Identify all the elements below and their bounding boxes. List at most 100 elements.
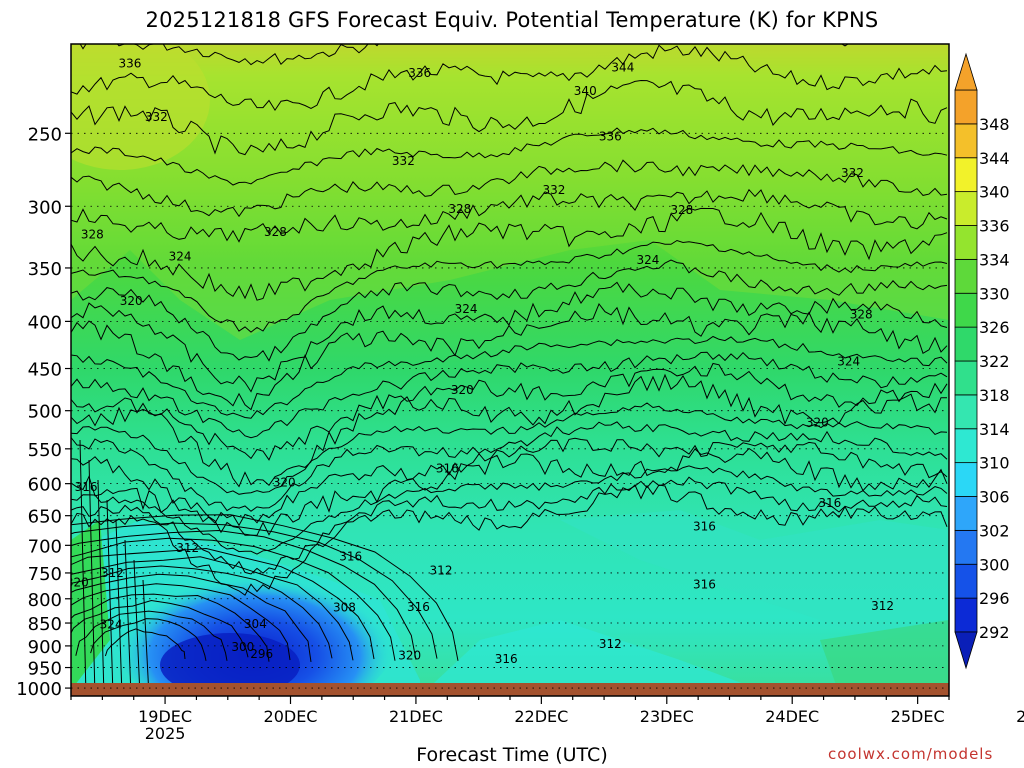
ground-surface <box>71 683 949 696</box>
y-tick-label: 300 <box>28 197 62 218</box>
contour-label: 308 <box>333 601 356 615</box>
isentrope-line <box>71 476 948 575</box>
isentrope-line <box>71 565 333 659</box>
contour-label: 312 <box>430 563 453 577</box>
isentrope-line <box>71 79 948 156</box>
contour-label: 320 <box>806 416 829 430</box>
x-tick-label: 26DEC <box>1016 707 1024 726</box>
colorbar-label: 318 <box>979 386 1010 405</box>
colorbar-swatch <box>954 157 978 193</box>
isentrope-line <box>71 421 948 512</box>
colorbar-label: 344 <box>979 149 1010 168</box>
contour-label: 300 <box>231 640 254 654</box>
contour-label: 344 <box>611 60 634 74</box>
colorbar-swatch <box>954 225 978 260</box>
colorbar-swatch <box>954 462 978 497</box>
y-tick-label: 500 <box>28 402 62 423</box>
isentrope-line <box>79 439 87 696</box>
contour-label: 304 <box>244 617 267 631</box>
contour-lines <box>71 0 948 696</box>
isentrope-line <box>71 593 270 662</box>
colorbar-swatch <box>954 123 978 159</box>
contour-label: 312 <box>101 566 124 580</box>
y-tick-label: 350 <box>28 259 62 280</box>
colorbar-label: 322 <box>979 352 1010 371</box>
x-axis: 19DEC 20DEC 21DEC 22DEC 23DEC 24DEC 25DEC 26DEC… <box>70 696 1024 740</box>
colorbar-label: 292 <box>979 623 1010 642</box>
isentrope-line <box>71 159 948 218</box>
x-tick-label: 23DEC <box>640 707 694 726</box>
isentrope-line <box>71 303 948 411</box>
isentrope-line <box>71 583 291 661</box>
colorbar-swatch <box>954 597 978 633</box>
isentrope-line <box>71 599 249 658</box>
contour-label: 336 <box>599 129 622 143</box>
contour-label: 324 <box>169 249 192 263</box>
colorbar-extend-top <box>954 52 978 91</box>
isentrope-line <box>71 522 438 659</box>
contour-label: 324 <box>455 302 478 316</box>
colorbar: 292 296 300 302 306 310 314 318 322 326 330 334 336 3… <box>954 52 1010 670</box>
y-tick-label: 750 <box>28 564 62 585</box>
contour-label-bg <box>759 0 787 13</box>
colorbar-swatch <box>954 563 978 599</box>
contour-label: 320 <box>451 383 474 397</box>
isentrope-line <box>90 618 207 661</box>
y-tick-label: 600 <box>28 475 62 496</box>
contour-label: 316 <box>436 462 459 476</box>
contour-label: 296 <box>250 647 273 661</box>
contour-label: 336 <box>778 33 801 47</box>
isentrope-line <box>71 529 417 660</box>
y-tick-label: 250 <box>28 124 62 145</box>
contour-label: 316 <box>495 652 518 666</box>
colorbar-swatch <box>954 89 978 125</box>
y-tick-label: 450 <box>28 360 62 381</box>
contour-label: 328 <box>81 228 104 242</box>
x-tick-label: 25DEC <box>891 707 945 726</box>
isentrope-line <box>71 259 948 362</box>
x-tick-label: 22DEC <box>514 707 568 726</box>
x-year-label: 2025 <box>145 724 186 740</box>
isentrope-line <box>71 0 947 15</box>
x-tick-label: 24DEC <box>765 707 819 726</box>
field-background: 336 332 336 340 344 340 336 336 332 332 332 328 328 3… <box>71 0 949 696</box>
contour-label: 332 <box>392 154 415 168</box>
isentrope-line <box>71 537 396 661</box>
isentrope-line <box>124 539 132 696</box>
contour-label-bg <box>776 31 804 45</box>
colorbar-swatch <box>954 428 978 464</box>
contour-label: 324 <box>837 354 860 368</box>
isentrope-line <box>71 351 948 439</box>
colorbar-label: 326 <box>979 318 1010 337</box>
contour-label: 328 <box>850 307 873 321</box>
cross-section-chart: 336 332 336 340 344 340 336 336 332 332 332 328 328 3… <box>16 0 1024 740</box>
isentrope-line <box>106 499 114 696</box>
contour-label: 328 <box>448 202 471 216</box>
x-axis-title: Forecast Time (UTC) <box>416 744 608 766</box>
isentrope-line <box>71 335 948 419</box>
contour-label: 320 <box>273 475 296 489</box>
isentrope-line <box>71 239 948 333</box>
isentrope-line <box>71 402 948 495</box>
contour-label: 332 <box>145 110 168 124</box>
isentrope-line <box>71 484 948 596</box>
contour-label: 316 <box>75 480 98 494</box>
isentrope-line <box>71 362 948 461</box>
contour-label: 332 <box>841 166 864 180</box>
isentrope-line <box>142 579 150 696</box>
isentrope-line <box>71 188 948 243</box>
contour-label: 340 <box>762 1 785 15</box>
colorbar-swatch <box>954 360 978 396</box>
contour-label: 336 <box>118 57 141 71</box>
contour-label: 328 <box>670 203 693 217</box>
y-tick-label: 700 <box>28 536 62 557</box>
contour-label: 336 <box>408 66 431 80</box>
colorbar-label: 336 <box>979 217 1010 236</box>
colorbar-swatch <box>954 326 978 362</box>
isentrope-line <box>88 459 96 696</box>
y-tick-label: 800 <box>28 590 62 611</box>
isentrope-line <box>71 514 459 661</box>
contour-label: 312 <box>599 637 622 651</box>
colorbar-swatch <box>954 258 978 294</box>
contour-label: 316 <box>339 550 362 564</box>
